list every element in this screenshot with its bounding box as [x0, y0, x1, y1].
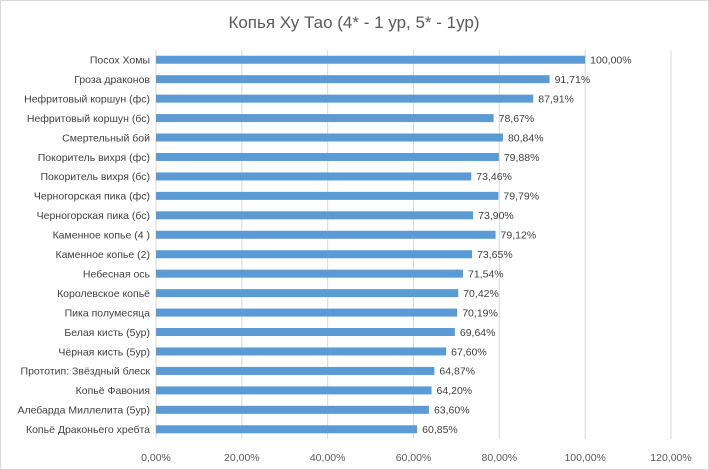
bar [156, 75, 550, 84]
bar [156, 250, 473, 259]
value-label: 79,79% [503, 191, 539, 203]
x-tick-label: 100,00% [564, 452, 605, 464]
category-label: Смертельный бой [62, 132, 150, 144]
category-label: Гроза драконов [74, 74, 150, 86]
bar [156, 289, 459, 298]
bars [156, 55, 586, 434]
bar [156, 211, 474, 220]
category-label: Чёрная кисть (5ур) [58, 346, 150, 358]
value-label: 71,54% [468, 268, 504, 280]
value-labels: 100,00% 91,71% 87,91%78,67% 80,84% 79,88% 73,… [422, 55, 631, 437]
bar [156, 308, 458, 317]
x-tick-label: 20,00% [224, 452, 260, 464]
x-axis-tick-labels: 0,00% 20,00% 40,00% 60,00% 80,00% 100,00% 120,… [141, 452, 692, 464]
bar [156, 55, 586, 64]
x-tick-label: 60,00% [396, 452, 432, 464]
value-label: 79,88% [504, 152, 540, 164]
value-label: 87,91% [538, 93, 574, 105]
value-label: 63,60% [434, 405, 470, 417]
value-label: 91,71% [555, 74, 591, 86]
value-label: 64,20% [437, 385, 473, 397]
category-label: Черногорская пика (фс) [34, 191, 150, 203]
category-label: Каменное копье (4 ) [53, 230, 150, 242]
category-label: Черногорская пика (бс) [37, 210, 150, 222]
value-label: 78,67% [499, 113, 535, 125]
bar [156, 386, 432, 395]
x-tick-label: 80,00% [482, 452, 518, 464]
category-labels: Посох Хомы Гроза драконов Нефритовый коршу… [17, 55, 150, 437]
category-label: Нефритовый коршун (фс) [24, 93, 150, 105]
bar [156, 172, 472, 181]
category-label: Покоритель вихря (бс) [41, 171, 151, 183]
chart-title: Копья Ху Тао (4* - 1 ур, 5* - 1ур) [228, 13, 479, 32]
value-label: 73,90% [478, 210, 514, 222]
category-label: Пика полумесяца [65, 307, 151, 319]
bar [156, 191, 499, 200]
grid-lines [155, 50, 672, 439]
value-label: 73,46% [476, 171, 512, 183]
category-label: Каменное копье (2) [55, 249, 150, 261]
bar [156, 114, 494, 123]
value-label: 70,19% [462, 307, 498, 319]
value-label: 73,65% [477, 249, 513, 261]
category-label: Копьё Драконьего хребта [26, 424, 150, 436]
value-label: 79,12% [501, 230, 537, 242]
bar [156, 94, 534, 103]
bar [156, 328, 455, 337]
bar [156, 133, 503, 142]
bar [156, 269, 464, 278]
value-label: 69,64% [460, 327, 496, 339]
category-label: Белая кисть (5ур) [64, 327, 150, 339]
category-label: Покоритель вихря (фс) [38, 152, 150, 164]
category-label: Прототип: Звёздный блеск [21, 366, 151, 378]
value-label: 80,84% [508, 132, 544, 144]
category-label: Небесная ось [83, 268, 151, 280]
bar [156, 425, 418, 434]
value-label: 70,42% [463, 288, 499, 300]
category-label: Королевское копьё [57, 288, 150, 300]
x-tick-label: 0,00% [141, 452, 171, 464]
value-label: 67,60% [451, 346, 487, 358]
bar [156, 152, 499, 161]
category-label: Посох Хомы [90, 55, 150, 67]
bar [156, 230, 496, 239]
bar [156, 366, 435, 375]
bar [156, 347, 447, 356]
bar [156, 405, 429, 414]
value-label: 64,87% [439, 366, 475, 378]
category-label: Нефритовый коршун (бс) [27, 113, 150, 125]
x-tick-label: 120,00% [650, 452, 691, 464]
x-tick-label: 40,00% [310, 452, 346, 464]
value-label: 60,85% [422, 424, 458, 436]
value-label: 100,00% [590, 55, 631, 67]
category-label: Алебарда Миллелита (5ур) [17, 405, 150, 417]
category-label: Копьё Фавония [76, 385, 150, 397]
